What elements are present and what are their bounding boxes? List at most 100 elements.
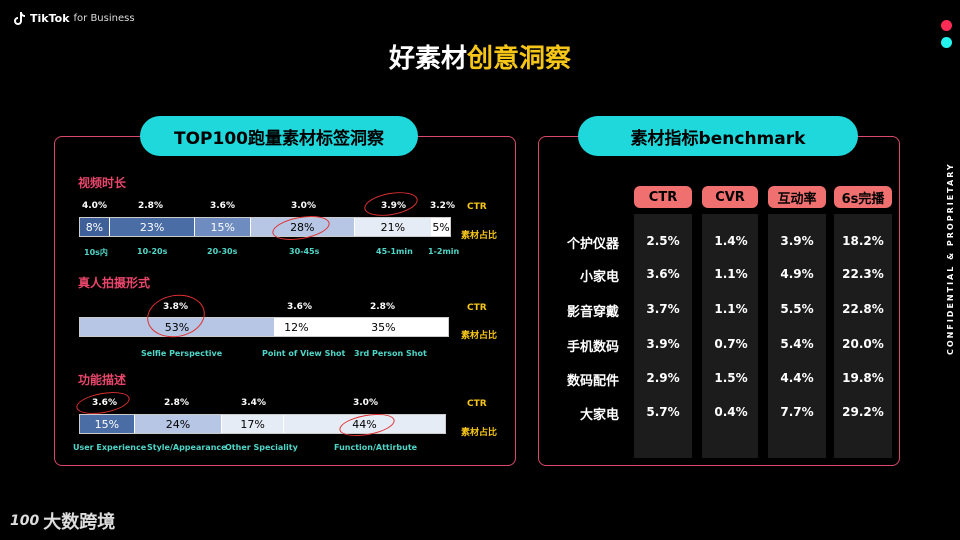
category-label: User Experience (73, 443, 147, 452)
share-segment: 21% (354, 218, 433, 236)
share-segment: 53% (80, 318, 275, 336)
benchmark-pill: 素材指标benchmark (578, 116, 858, 156)
share-segment: 23% (109, 218, 196, 236)
ctr-value: 3.8% (163, 302, 188, 312)
red-dot-icon (941, 20, 952, 31)
share-label: 素材占比 (461, 331, 498, 341)
row-label: 个护仪器 (566, 237, 619, 252)
ctr-value: 3.4% (241, 398, 266, 408)
category-label: 45-1min (376, 247, 413, 256)
category-label: Style/Appearance (147, 443, 227, 452)
category-label: 20-30s (207, 247, 238, 256)
section-title-duration: 视频时长 (78, 176, 127, 190)
benchmark-cell: 20.0% (842, 337, 884, 351)
ctr-value: 3.6% (92, 398, 117, 408)
section-title-function: 功能描述 (78, 373, 127, 387)
header-cvr: CVR (702, 186, 758, 208)
tiktok-wordmark: TikTok (30, 12, 70, 25)
tiktok-logo: TikTok for Business (14, 12, 135, 25)
header-engagement: 互动率 (768, 186, 826, 208)
ctr-value: 3.6% (210, 201, 235, 211)
benchmark-cell: 4.4% (780, 371, 814, 385)
benchmark-cell: 22.3% (842, 267, 884, 281)
header-ctr: CTR (634, 186, 692, 208)
ctr-value: 3.0% (291, 201, 316, 211)
share-bar-function: 15% 24% 17% 44% (79, 414, 446, 434)
benchmark-cell: 1.4% (714, 234, 748, 248)
category-label: 10-20s (137, 247, 168, 256)
ctr-value: 3.0% (353, 398, 378, 408)
column-ctr (634, 214, 692, 458)
benchmark-cell: 1.1% (714, 267, 748, 281)
benchmark-cell: 5.7% (646, 405, 680, 419)
ctr-value: 3.2% (430, 201, 455, 211)
share-label: 素材占比 (461, 428, 498, 438)
benchmark-cell: 5.5% (780, 302, 814, 316)
column-cvr (702, 214, 758, 458)
ctr-value: 2.8% (164, 398, 189, 408)
title-part-white: 好素材 (388, 44, 467, 74)
confidential-text: CONFIDENTIAL & PROPRIETARY (946, 162, 955, 355)
benchmark-cell: 1.1% (714, 302, 748, 316)
brand-mark: 100 (10, 513, 40, 529)
bottom-brand: 100 大数跨境 (10, 508, 115, 534)
benchmark-cell: 1.5% (714, 371, 748, 385)
share-bar-shooting: 53% 12% 35% (79, 317, 449, 337)
share-segment: 8% (80, 218, 110, 236)
share-segment: 44% (283, 415, 445, 433)
row-label: 手机数码 (566, 340, 619, 355)
benchmark-cell: 2.5% (646, 234, 680, 248)
benchmark-cell: 29.2% (842, 405, 884, 419)
column-engagement (768, 214, 826, 458)
column-6s-completion (834, 214, 892, 458)
benchmark-cell: 3.7% (646, 302, 680, 316)
ctr-value: 3.6% (287, 302, 312, 312)
row-label: 影音穿戴 (566, 305, 619, 320)
benchmark-cell: 3.9% (646, 337, 680, 351)
header-6s-completion: 6s完播 (834, 186, 892, 208)
share-bar-duration: 8% 23% 15% 28% 21% 5% (79, 217, 451, 237)
category-label: Function/Attirbute (334, 443, 418, 452)
share-segment: 28% (251, 218, 355, 236)
row-label: 小家电 (579, 270, 619, 285)
ctr-label: CTR (467, 399, 487, 409)
benchmark-cell: 3.6% (646, 267, 680, 281)
row-label: 数码配件 (566, 374, 619, 389)
row-label: 大家电 (579, 408, 619, 423)
share-segment: 17% (222, 415, 284, 433)
share-label: 素材占比 (461, 231, 498, 241)
ctr-value: 2.8% (138, 201, 163, 211)
section-title-shooting: 真人拍摄形式 (78, 276, 151, 290)
title-part-highlight: 创意洞察 (467, 44, 572, 74)
benchmark-cell: 7.7% (780, 405, 814, 419)
benchmark-cell: 22.8% (842, 302, 884, 316)
page-title: 好素材创意洞察 (0, 38, 960, 75)
ctr-value: 4.0% (82, 201, 107, 211)
ctr-value: 2.8% (370, 302, 395, 312)
benchmark-cell: 5.4% (780, 337, 814, 351)
category-label: Other Speciality (225, 443, 298, 452)
share-segment: 24% (134, 415, 223, 433)
benchmark-cell: 2.9% (646, 371, 680, 385)
ctr-label: CTR (467, 202, 487, 212)
benchmark-cell: 0.4% (714, 405, 748, 419)
benchmark-cell: 19.8% (842, 371, 884, 385)
benchmark-cell: 0.7% (714, 337, 748, 351)
category-label: Point of View Shot (262, 349, 346, 358)
category-label: 3rd Person Shot (354, 349, 427, 358)
share-segment: 15% (80, 415, 135, 433)
category-label: Selfie Perspective (141, 349, 223, 358)
category-label: 30-45s (289, 247, 320, 256)
tiktok-icon (14, 12, 25, 25)
brand-name: 大数跨境 (43, 512, 116, 533)
benchmark-cell: 4.9% (780, 267, 814, 281)
share-segment: 12% (274, 318, 319, 336)
benchmark-cell: 18.2% (842, 234, 884, 248)
share-segment: 35% (318, 318, 448, 336)
cyan-dot-icon (941, 37, 952, 48)
category-label: 1-2min (428, 247, 460, 256)
for-business-text: for Business (73, 13, 135, 24)
ctr-label: CTR (467, 303, 487, 313)
benchmark-cell: 3.9% (780, 234, 814, 248)
tag-insight-pill: TOP100跑量素材标签洞察 (140, 116, 418, 156)
